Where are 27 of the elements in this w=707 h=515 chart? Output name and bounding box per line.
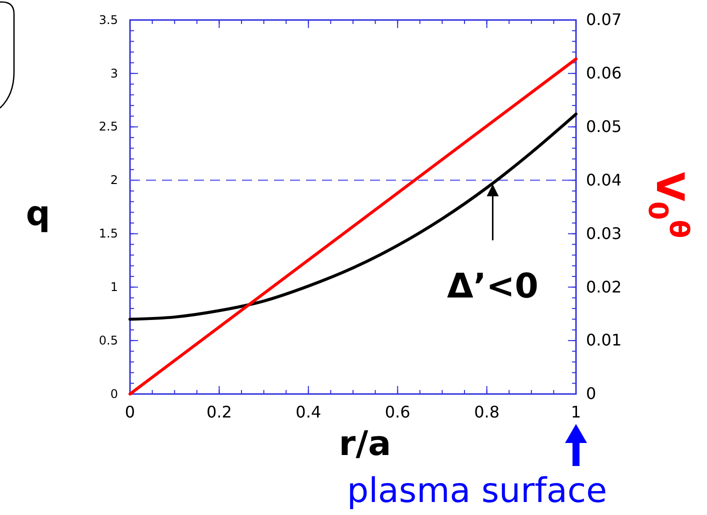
- y-tick-label: 1: [110, 280, 118, 294]
- x-tick-label: 0.2: [206, 402, 232, 422]
- y2-tick-label: 0.04: [586, 170, 622, 190]
- y-axis-title: q: [26, 194, 50, 234]
- x-tick-label: 0.4: [296, 402, 322, 422]
- x-tick-label: 0.6: [384, 402, 410, 422]
- y-tick-label: 0.5: [98, 333, 118, 348]
- y2-tick-label: 0.03: [586, 224, 622, 243]
- y2-tick-label: 0.05: [586, 116, 622, 136]
- x-tick-label: 0: [124, 402, 136, 422]
- y-tick-label: 0: [110, 386, 118, 401]
- line-series: [128, 112, 578, 321]
- x-axis-title: r/a: [338, 424, 392, 464]
- y-tick-label: 2.5: [98, 120, 118, 134]
- y-tick-label: 3.5: [98, 12, 118, 27]
- y2-tick-label: 0.02: [586, 277, 622, 296]
- y2-tick-label: 0.06: [586, 64, 622, 83]
- text: plasma surface: [347, 471, 607, 511]
- x-tick-label: 0.8: [474, 402, 500, 422]
- y2-tick-label: 0.01: [586, 330, 622, 350]
- annotation: Δ’<0: [447, 266, 538, 306]
- y2-tick-label: 0: [586, 384, 596, 404]
- x-tick-label: 1: [570, 402, 582, 422]
- y-tick-label: 2: [110, 173, 118, 188]
- y-tick-label: 3: [110, 66, 118, 80]
- y2-tick-label: 0.07: [586, 10, 622, 30]
- y-tick-label: 1.5: [98, 226, 118, 241]
